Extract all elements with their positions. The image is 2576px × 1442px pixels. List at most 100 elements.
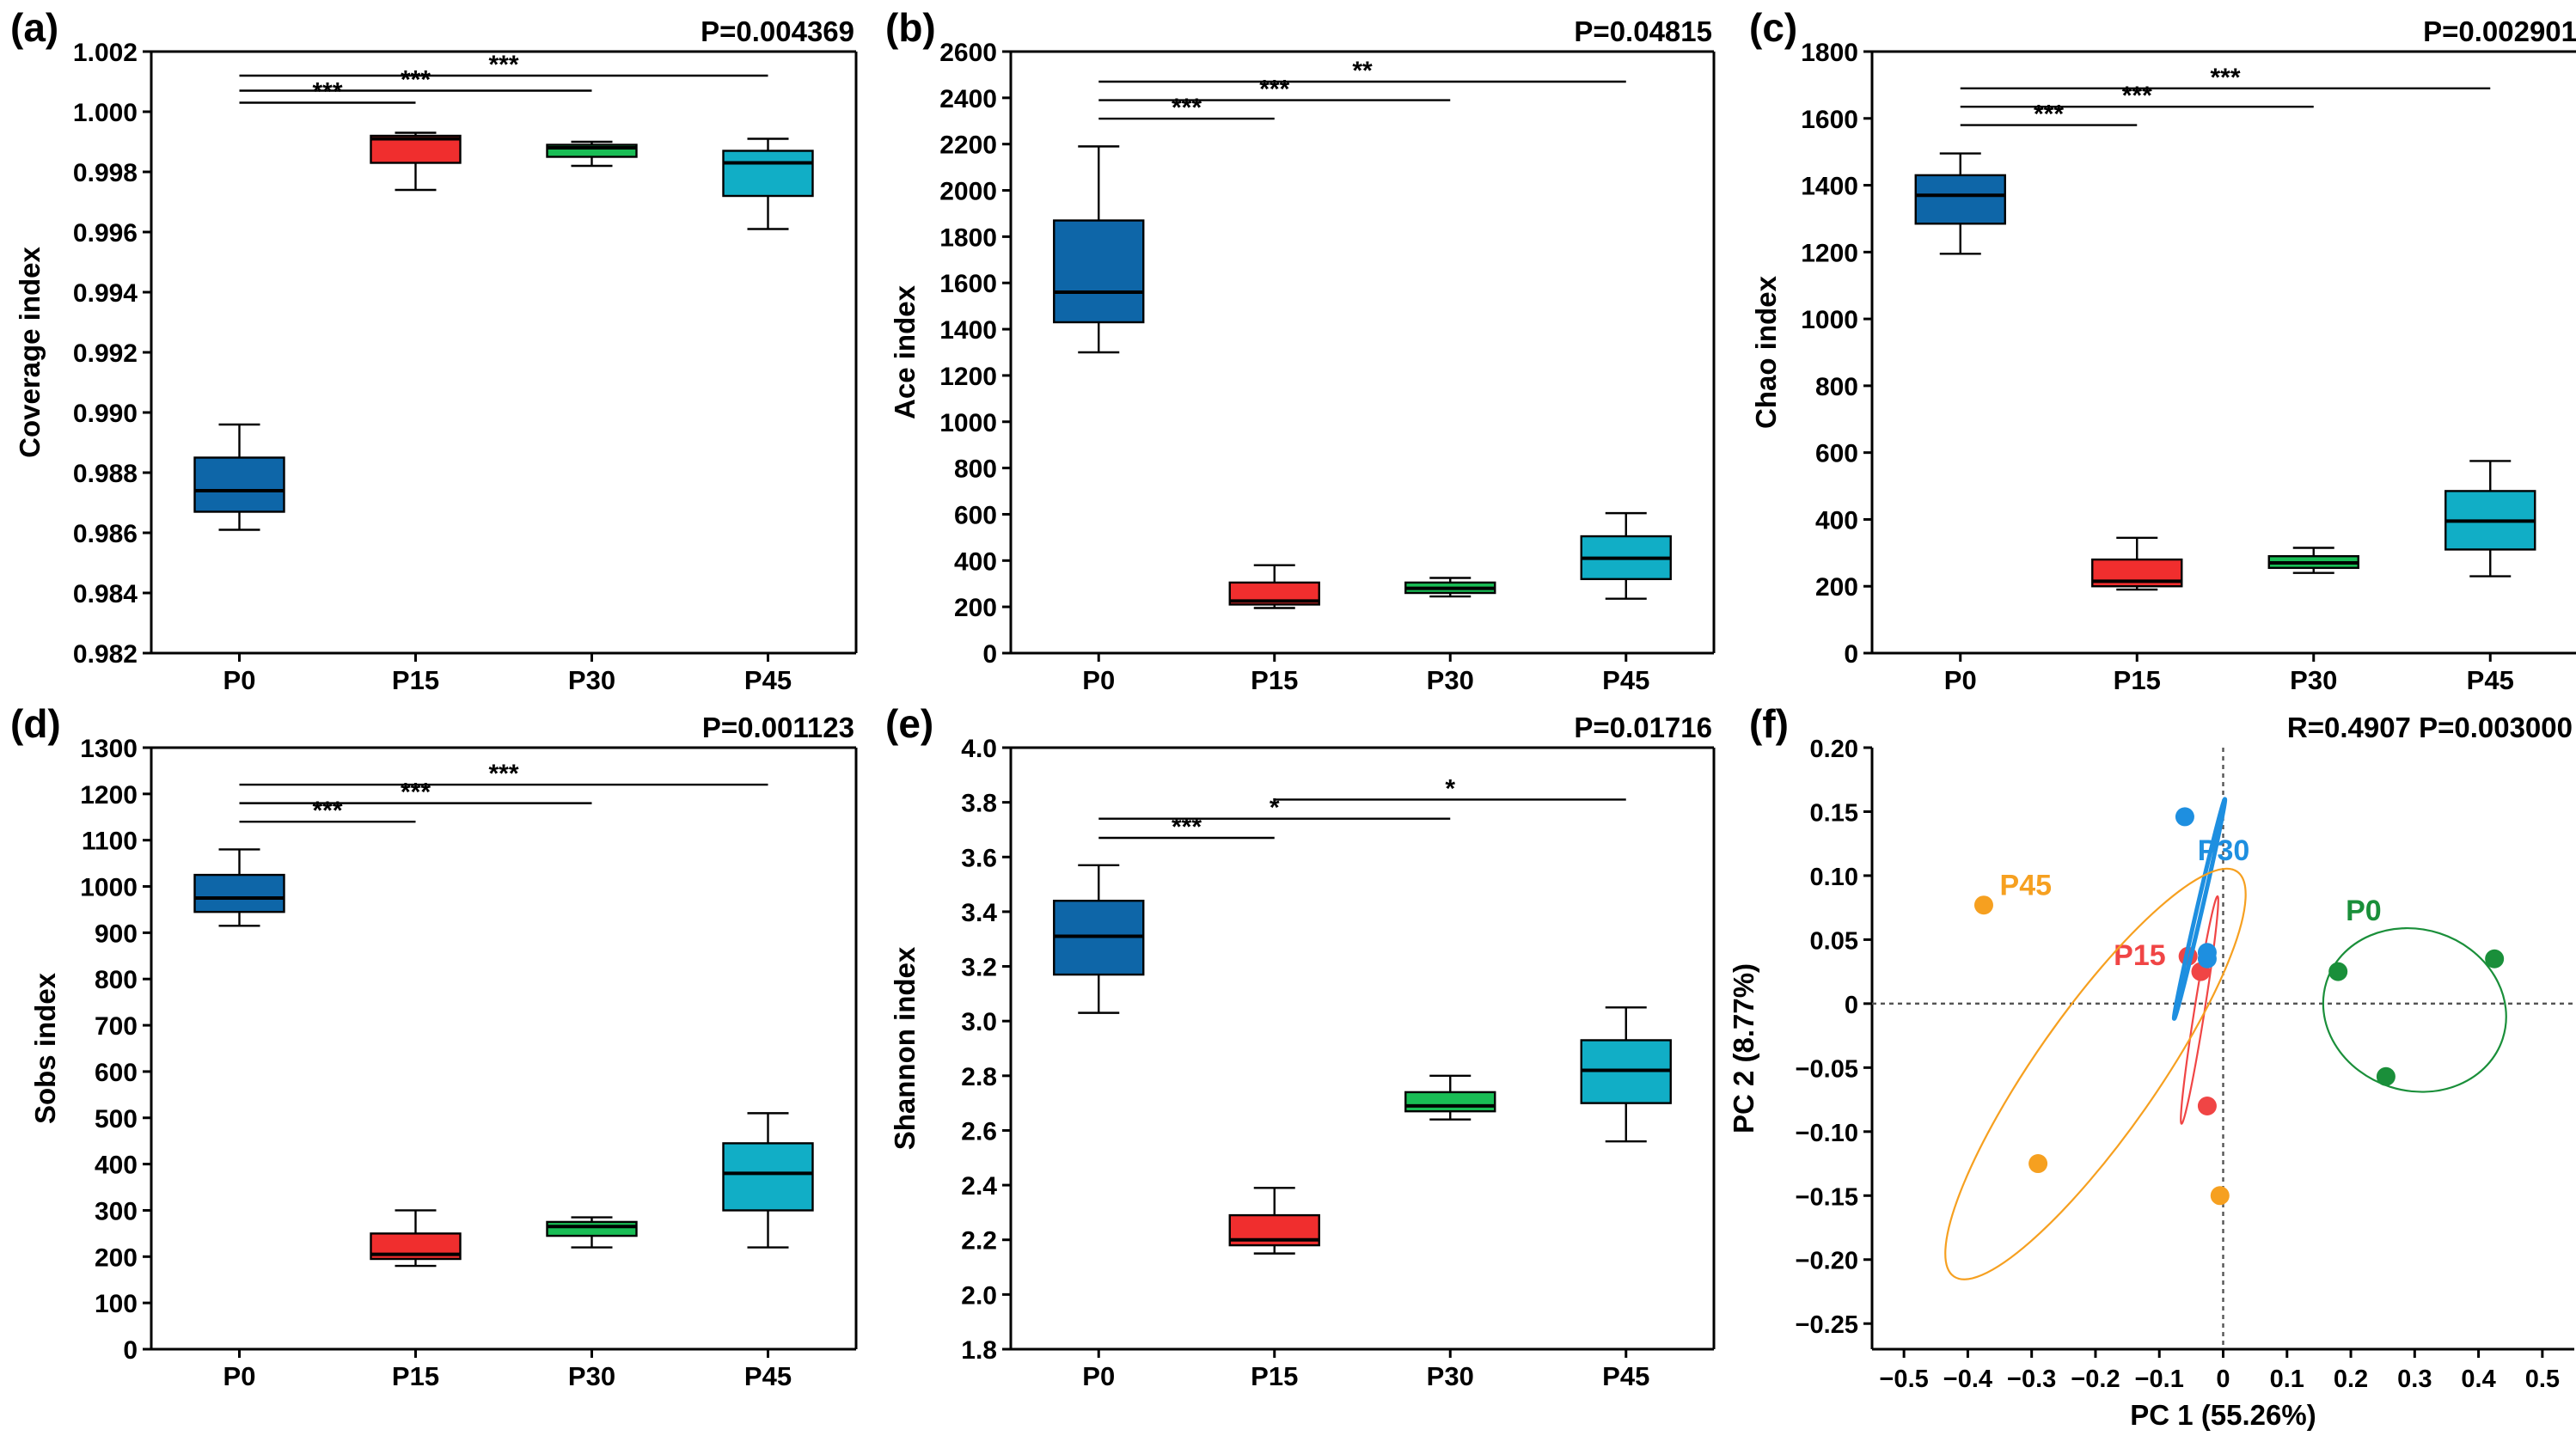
significance-label: *: [1270, 794, 1280, 822]
box-iqr: [1404, 1091, 1496, 1113]
y-tick-label: 3.2: [961, 954, 997, 982]
y-tick-label: 3.0: [961, 1008, 997, 1036]
panel-label: (a): [10, 5, 58, 50]
x-tick-label: P30: [568, 1361, 615, 1391]
y-axis-label: Chao index: [1750, 275, 1782, 429]
y-tick-label: 0: [123, 1336, 138, 1365]
box-P0: [193, 423, 285, 531]
x-tick-label: P0: [1944, 665, 1977, 695]
y-tick-label: 2.0: [961, 1281, 997, 1310]
y-tick-label: 2600: [939, 39, 997, 67]
x-tick-label: −0.4: [1943, 1366, 1992, 1393]
x-tick-label: 0: [2216, 1366, 2230, 1393]
sample-point: [2197, 1097, 2217, 1116]
x-tick-label: 0.1: [2270, 1366, 2304, 1393]
box-P0: [1053, 145, 1145, 354]
box-iqr: [722, 150, 814, 198]
y-tick-label: 2.6: [961, 1117, 997, 1146]
y-tick-label: 1600: [1801, 106, 1858, 134]
confidence-ellipse: [1944, 867, 2247, 1280]
box-P15: [1228, 1187, 1320, 1255]
y-tick-label: 800: [1815, 373, 1858, 401]
y-tick-label: 0: [1844, 640, 1858, 669]
box-P15: [2091, 536, 2183, 591]
y-tick-label: 1800: [1801, 39, 1858, 67]
series-label: P45: [2000, 869, 2053, 901]
box-P45: [1580, 511, 1672, 600]
y-tick-label: 1000: [939, 409, 997, 437]
y-tick-label: 4.0: [961, 735, 997, 763]
y-axis-label: Sobs index: [29, 972, 61, 1124]
y-tick-label: 1200: [939, 363, 997, 391]
y-tick-label: −0.05: [1796, 1055, 1858, 1083]
series-P45: P45: [1944, 867, 2247, 1280]
panel-c: (c) P=0.002901 0 200 400 600 800 1000 1200 1400 16…: [1749, 5, 2576, 695]
panel-label: (b): [885, 5, 936, 50]
panel-b: (b) P=0.04815 0 200 400 600 800 1000 1200 1400 160…: [885, 5, 1716, 695]
box-iqr: [722, 1142, 814, 1212]
stat-label: P=0.04815: [1574, 15, 1712, 47]
y-tick-label: 1400: [939, 316, 997, 345]
box-P45: [722, 137, 814, 230]
y-tick-label: 200: [954, 594, 997, 622]
box-P45: [2444, 460, 2536, 577]
x-tick-label: 0.5: [2525, 1366, 2560, 1393]
y-tick-label: 1.000: [73, 99, 138, 127]
panel-e: (e) P=0.01716 1.8 2.0 2.2 2.4 2.6 2.8 3.0 3.2 3.4 3…: [885, 701, 1716, 1391]
x-tick-label: P30: [1427, 1361, 1474, 1391]
x-axis-label: PC 1 (55.26%): [2130, 1399, 2316, 1431]
box-P30: [1404, 1074, 1496, 1121]
significance-label: ***: [401, 66, 431, 95]
panel-label: (e): [885, 701, 933, 746]
y-tick-label: 0.984: [73, 580, 138, 608]
box-P30: [2267, 547, 2359, 574]
stat-label: P=0.001123: [702, 712, 854, 743]
significance-label: ***: [488, 51, 518, 79]
confidence-ellipse: [2171, 797, 2228, 1021]
stat-label: P=0.01716: [1574, 712, 1712, 743]
series-label: P0: [2346, 895, 2382, 927]
y-tick-label: 3.6: [961, 844, 997, 872]
significance-label: ***: [2122, 82, 2152, 110]
box-iqr: [546, 1220, 638, 1237]
y-tick-label: 0.988: [73, 460, 138, 488]
x-tick-label: 0.2: [2334, 1366, 2368, 1393]
panel-label: (d): [10, 701, 61, 746]
y-tick-label: 600: [1815, 440, 1858, 468]
y-tick-label: 0.998: [73, 159, 138, 187]
y-axis-label: Ace index: [889, 284, 921, 419]
y-tick-label: 400: [1815, 506, 1858, 535]
x-tick-label: P30: [1427, 665, 1474, 695]
y-tick-label: 0.996: [73, 219, 138, 247]
significance-label: ***: [1259, 76, 1289, 104]
y-tick-label: 1.002: [73, 39, 138, 67]
panel-a: (a) P=0.004369 0.982 0.984 0.986 0.988 0.990 0.…: [10, 5, 858, 695]
box-P15: [370, 1209, 462, 1268]
y-tick-label: 0.10: [1810, 864, 1858, 891]
y-tick-label: 0.994: [73, 279, 138, 308]
sample-point: [2210, 1186, 2230, 1206]
y-tick-label: 400: [954, 547, 997, 576]
sample-point: [2197, 943, 2217, 962]
y-tick-label: 200: [95, 1243, 138, 1272]
significance-label: ***: [401, 779, 431, 807]
x-tick-label: P0: [223, 1361, 256, 1391]
confidence-ellipse: [2180, 895, 2219, 1125]
sample-point: [1973, 895, 1993, 915]
y-tick-label: 0: [982, 640, 997, 669]
y-tick-label: 1800: [939, 223, 997, 252]
y-tick-label: 0.20: [1810, 736, 1858, 763]
significance-label: ***: [312, 78, 342, 107]
y-tick-label: 1200: [1801, 239, 1858, 267]
significance-label: ***: [1172, 94, 1202, 122]
x-tick-label: P15: [392, 665, 439, 695]
box-P30: [546, 140, 638, 168]
box-iqr: [193, 873, 285, 913]
x-tick-label: P15: [1251, 665, 1298, 695]
x-tick-label: P0: [1082, 665, 1115, 695]
x-tick-label: P15: [392, 1361, 439, 1391]
x-tick-label: P45: [1602, 665, 1649, 695]
y-tick-label: 1.8: [961, 1336, 997, 1365]
panel-label: (f): [1749, 701, 1789, 746]
